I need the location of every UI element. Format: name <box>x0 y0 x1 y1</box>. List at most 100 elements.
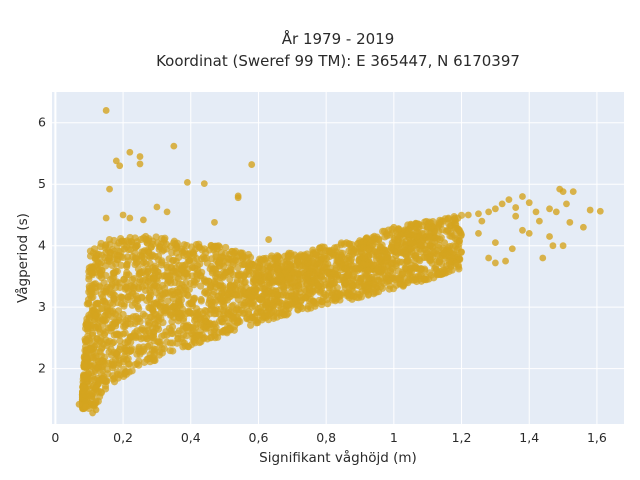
scatter-point <box>187 309 195 317</box>
scatter-point <box>502 257 509 265</box>
scatter-point <box>322 254 331 263</box>
scatter-point <box>457 211 466 219</box>
x-axis-label: Signifikant våghöjd (m) <box>259 449 417 466</box>
scatter-point <box>519 226 526 234</box>
scatter-point <box>216 243 224 251</box>
scatter-point <box>390 247 398 256</box>
scatter-points <box>75 107 604 417</box>
scatter-point <box>95 357 103 366</box>
scatter-point <box>347 255 356 263</box>
scatter-point <box>167 263 176 271</box>
scatter-point <box>359 253 367 261</box>
x-tick-label: 1,2 <box>452 430 472 445</box>
scatter-point <box>165 324 174 332</box>
scatter-point <box>129 252 137 261</box>
scatter-point <box>130 285 138 293</box>
scatter-point <box>102 262 110 270</box>
scatter-point <box>75 400 83 408</box>
scatter-point <box>131 295 140 304</box>
scatter-point <box>579 223 587 231</box>
scatter-point <box>122 320 130 329</box>
scatter-point <box>546 233 553 240</box>
scatter-point <box>539 254 547 262</box>
scatter-point <box>82 376 91 385</box>
scatter-point <box>199 323 208 331</box>
scatter-point <box>161 288 169 297</box>
scatter-point <box>82 364 90 372</box>
scatter-point <box>356 291 364 299</box>
scatter-point <box>131 234 139 242</box>
scatter-point <box>301 294 309 302</box>
scatter-point <box>393 274 402 282</box>
y-tick-label: 3 <box>38 299 46 314</box>
scatter-point <box>122 370 131 378</box>
scatter-point <box>245 289 253 297</box>
scatter-point <box>207 282 215 290</box>
scatter-point <box>277 273 285 281</box>
scatter-point <box>546 205 553 213</box>
scatter-point <box>343 239 350 247</box>
x-tick-label: 1,4 <box>519 430 539 445</box>
scatter-point <box>97 334 105 342</box>
scatter-point <box>393 232 402 240</box>
scatter-point <box>82 337 91 345</box>
scatter-point <box>435 219 443 227</box>
scatter-point <box>206 319 214 327</box>
scatter-point <box>373 248 381 256</box>
scatter-point <box>279 291 288 299</box>
scatter-point <box>455 237 463 245</box>
x-tick-label: 1 <box>390 430 398 445</box>
scatter-point <box>97 290 106 298</box>
scatter-point <box>137 348 145 356</box>
y-tick-label: 2 <box>38 361 46 376</box>
scatter-point <box>150 273 158 281</box>
scatter-point <box>491 239 499 247</box>
scatter-point <box>236 318 244 326</box>
scatter-point <box>407 220 415 228</box>
scatter-point <box>458 248 465 256</box>
scatter-point <box>388 259 396 267</box>
scatter-point <box>294 258 302 266</box>
scatter-point <box>136 153 144 160</box>
scatter-point <box>84 369 92 378</box>
scatter-point <box>197 297 205 305</box>
scatter-point <box>525 199 533 207</box>
scatter-point <box>256 296 264 304</box>
scatter-point <box>438 252 446 260</box>
scatter-point <box>193 275 201 283</box>
scatter-point <box>360 243 368 252</box>
scatter-point <box>170 142 178 150</box>
scatter-point <box>368 261 376 269</box>
scatter-point <box>349 272 358 280</box>
scatter-point <box>113 330 121 338</box>
y-axis-label: Vågperiod (s) <box>14 213 31 303</box>
scatter-point <box>140 254 148 262</box>
scatter-point <box>102 271 110 280</box>
scatter-point <box>505 196 513 203</box>
scatter-point <box>383 253 391 261</box>
scatter-point <box>160 344 168 353</box>
scatter-point <box>552 208 560 216</box>
scatter-point <box>127 338 135 346</box>
scatter-point <box>475 210 482 218</box>
scatter-point <box>430 274 438 282</box>
scatter-point <box>150 345 158 353</box>
y-tick-label: 5 <box>38 176 46 191</box>
scatter-point <box>428 259 436 267</box>
scatter-point <box>229 258 238 266</box>
scatter-point <box>183 291 192 299</box>
scatter-point <box>200 180 208 188</box>
scatter-point <box>309 297 317 305</box>
scatter-point <box>146 281 154 289</box>
scatter-point <box>167 279 175 287</box>
scatter-point <box>95 387 103 395</box>
scatter-point <box>559 188 567 196</box>
scatter-point <box>221 269 230 277</box>
scatter-point <box>207 334 215 342</box>
scatter-point <box>508 245 516 253</box>
scatter-point <box>267 254 276 262</box>
scatter-point <box>91 366 100 374</box>
scatter-point <box>234 264 242 272</box>
scatter-point <box>390 223 398 231</box>
scatter-point <box>182 332 191 340</box>
